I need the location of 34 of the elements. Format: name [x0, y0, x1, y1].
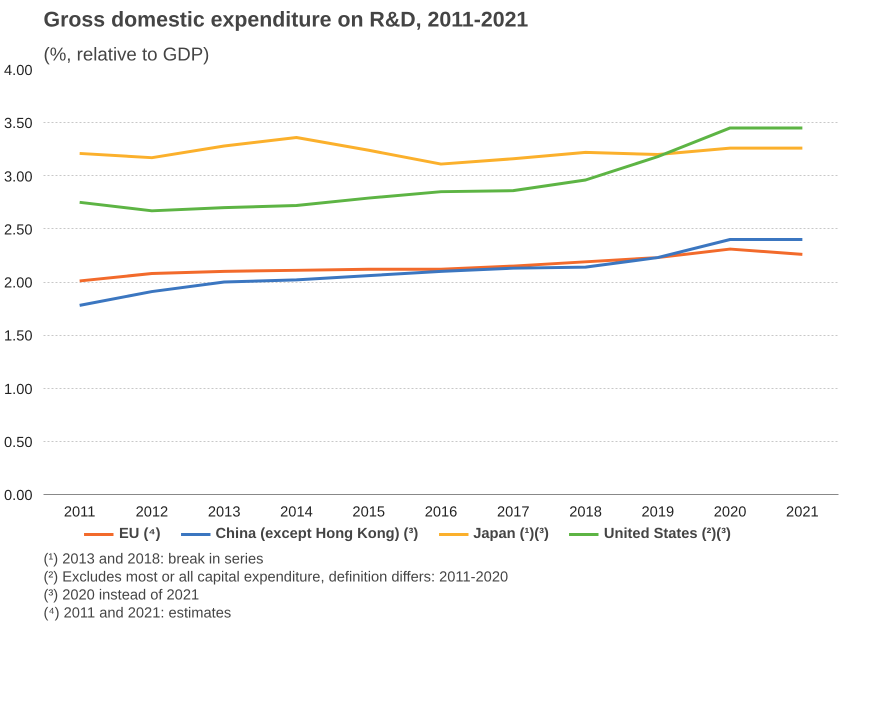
x-tick-label: 2013: [208, 504, 240, 520]
text: (²) Excludes most or all capital expenditure, definition differs: 2011-2020: [44, 570, 508, 586]
legend-label: EU (⁴): [119, 526, 160, 542]
legend-label: China (except Hong Kong) (³): [215, 526, 418, 542]
text: (¹) 2013 and 2018: break in series: [44, 552, 264, 568]
y-tick-label: 0.50: [4, 434, 33, 451]
line-series: [78, 136, 804, 166]
text: (⁴) 2011 and 2021: estimates: [44, 606, 232, 622]
chart-title: Gross domestic expenditure on R&D, 2011-2021: [44, 8, 528, 32]
line-series: [78, 238, 804, 307]
legend-label: Japan (¹)(³): [473, 526, 549, 542]
text: (³) 2020 instead of 2021: [44, 588, 200, 604]
y-tick-label: 3.50: [4, 116, 33, 132]
x-tick-label: 2015: [352, 504, 386, 520]
x-tick-label: 2020: [714, 504, 746, 520]
x-tick-label: 2019: [642, 504, 674, 520]
legend-label: United States (²)(³): [604, 526, 731, 542]
y-tick-label: 1.00: [4, 382, 33, 398]
x-tick-label: 2011: [64, 504, 96, 520]
y-tick-label: 2.00: [4, 276, 33, 292]
y-tick-label: 3.00: [4, 169, 33, 186]
x-tick-label: 2018: [569, 504, 602, 520]
chart-subtitle: (%, relative to GDP): [44, 44, 210, 64]
y-tick-label: 1.50: [4, 328, 33, 345]
x-tick-label: 2014: [280, 504, 313, 520]
line-series: [78, 126, 804, 212]
y-tick-label: 0.00: [4, 488, 33, 504]
x-tick-label: 2012: [136, 504, 168, 520]
x-tick-label: 2017: [496, 504, 530, 520]
line-series: [78, 248, 804, 282]
x-tick-label: 2016: [424, 504, 458, 520]
y-tick-label: 4.00: [4, 63, 33, 79]
y-tick-label: 2.50: [4, 222, 33, 238]
x-tick-label: 2021: [786, 504, 819, 520]
